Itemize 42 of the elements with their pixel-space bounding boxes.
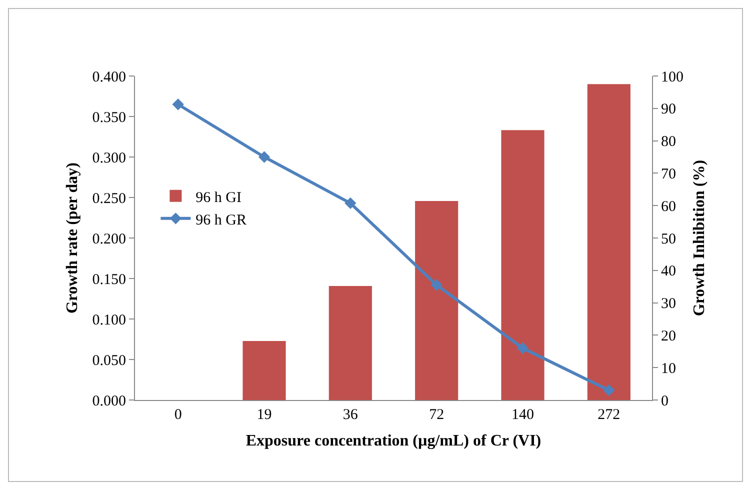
y2-tick-label: 80	[661, 134, 676, 150]
y-tick-label: 0.200	[92, 231, 126, 248]
x-axis-title: Exposure concentration (µg/mL) of Cr (VI)	[246, 432, 542, 450]
bar	[587, 84, 630, 400]
point	[258, 151, 270, 163]
y-tick-label: 0.300	[92, 150, 126, 166]
bar	[415, 201, 458, 400]
y2-tick-label: 30	[661, 296, 676, 312]
point	[516, 342, 529, 354]
y2-tick-label: 40	[661, 264, 676, 280]
x-tick-label: 272	[598, 407, 620, 423]
x-tick-label: 19	[256, 407, 272, 423]
y-tick-label: 0.250	[92, 190, 126, 207]
x-tick-label: 36	[342, 407, 358, 423]
point	[172, 98, 184, 110]
y-axis-title: Growth rate (per day)	[64, 162, 82, 314]
y2-tick-label: 90	[661, 102, 676, 118]
y-tick-label: 0.400	[92, 69, 126, 86]
y2-tick-label: 60	[661, 198, 676, 215]
y2-axis-title: Growth Inhibition (%)	[691, 160, 708, 316]
y-tick-label: 0.100	[92, 312, 126, 328]
point	[344, 197, 356, 210]
y-tick-label: 0.350	[92, 110, 126, 126]
y-tick-label: 0.000	[92, 393, 126, 410]
y-tick-label: 0.050	[92, 352, 126, 369]
bar	[328, 286, 372, 400]
x-tick-label: 72	[429, 407, 444, 423]
x-tick-label: 0	[174, 407, 182, 423]
y2-tick-label: 70	[661, 166, 676, 182]
y-tick-label: 0.150	[92, 272, 126, 288]
bar	[242, 341, 286, 400]
point	[603, 384, 615, 396]
y2-tick-label: 20	[661, 328, 676, 344]
legend-label: 96 h GI	[196, 190, 242, 206]
bar	[501, 130, 544, 400]
point	[430, 279, 442, 291]
x-tick-label: 140	[512, 407, 534, 423]
y2-tick-label: 0	[661, 393, 668, 410]
y2-tick-label: 50	[661, 231, 676, 248]
y2-tick-label: 100	[661, 69, 684, 86]
y2-tick-label: 10	[661, 360, 676, 377]
legend-label: 96 h GR	[196, 212, 247, 228]
